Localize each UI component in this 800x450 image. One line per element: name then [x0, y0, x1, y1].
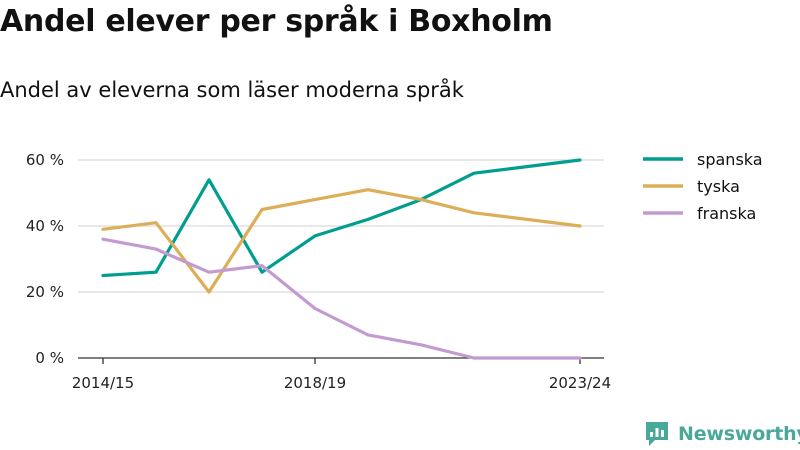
legend-label-tyska: tyska — [697, 177, 740, 196]
x-axis-tick-labels: 2014/15 2018/19 2023/24 — [72, 374, 611, 392]
line-chart: 0 % 20 % 40 % 60 % 2014/15 2018/19 2023/24 sp… — [26, 150, 763, 392]
grid-lines — [78, 159, 604, 293]
series-line-franska — [101, 237, 582, 360]
y-tick-label: 20 % — [26, 283, 64, 301]
legend-label-franska: franska — [697, 204, 756, 223]
x-tick-label: 2014/15 — [72, 374, 134, 392]
newsworthy-logo-icon — [646, 422, 668, 446]
brand-name: Newsworthy — [678, 423, 800, 445]
y-axis-tick-labels: 0 % 20 % 40 % 60 % — [26, 151, 64, 367]
y-tick-label: 0 % — [35, 349, 64, 367]
legend: spanska tyska franska — [643, 150, 763, 223]
brand: Newsworthy — [644, 420, 800, 448]
chart-title: Andel elever per språk i Boxholm — [0, 4, 553, 39]
x-tick-label: 2023/24 — [549, 374, 611, 392]
legend-label-spanska: spanska — [697, 150, 763, 169]
x-tick-label: 2018/19 — [284, 374, 346, 392]
series-line-tyska — [101, 188, 582, 294]
chart-subtitle: Andel av eleverna som läser moderna språ… — [0, 78, 464, 102]
series-lines — [101, 158, 582, 360]
y-tick-label: 40 % — [26, 217, 64, 235]
y-tick-label: 60 % — [26, 151, 64, 169]
series-line-spanska — [101, 158, 582, 278]
